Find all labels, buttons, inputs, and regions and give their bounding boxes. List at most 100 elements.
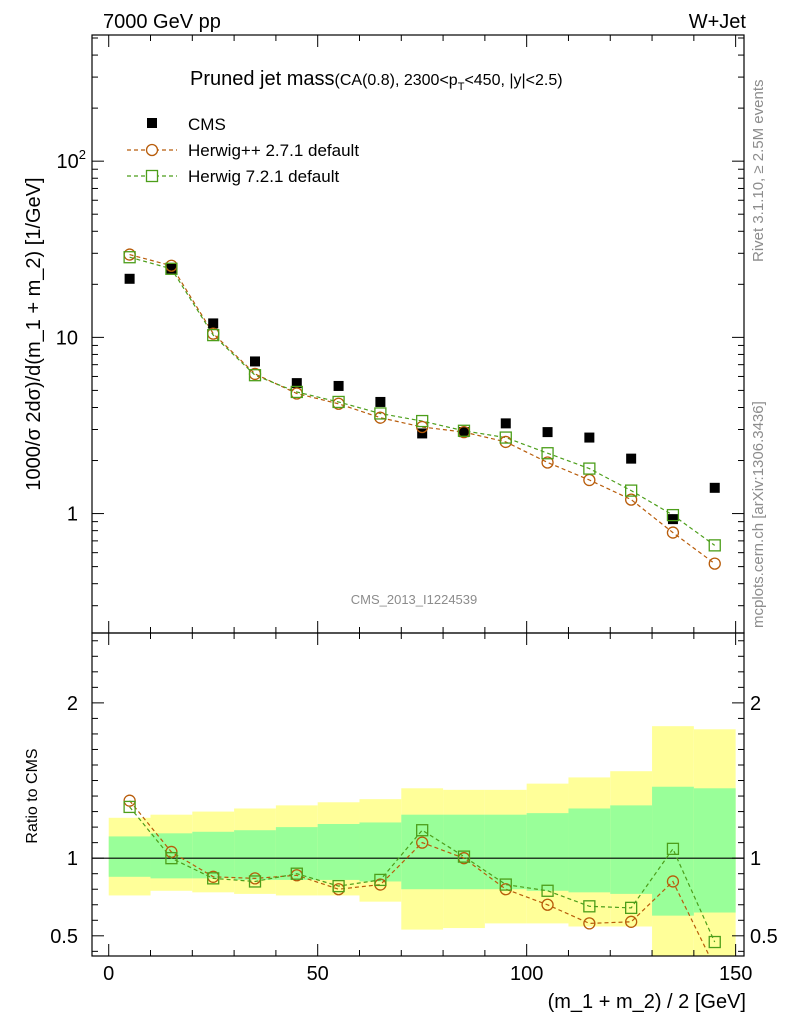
- main-point-herwig7-1: [165, 262, 178, 275]
- main-panel: Pruned jet mass(CA(0.8), 2300<pT<450, |y…: [23, 34, 745, 634]
- main-point-cms-11: [584, 432, 595, 443]
- mcplots-label: mcplots.cern.ch [arXiv:1306.3436]: [750, 401, 767, 628]
- ratio-line-herwigpp: [129, 800, 711, 956]
- main-point-herwig7-4: [290, 385, 303, 399]
- ratio-ytick-label-left: 0.5: [50, 926, 78, 948]
- ratio-point-herwigpp-10: [541, 898, 554, 911]
- ratio-point-herwigpp-11: [583, 917, 596, 930]
- main-point-herwig7-7: [416, 414, 429, 428]
- ratio-band-inner: [108, 836, 151, 877]
- ratio-bands-layer: [108, 726, 736, 956]
- rivet-version-label: Rivet 3.1.10, ≥ 2.5M events: [750, 80, 767, 263]
- ratio-point-herwig7-14: [708, 935, 721, 949]
- main-point-cms-10: [542, 427, 553, 438]
- ratio-point-herwigpp-7: [416, 836, 429, 849]
- main-point-herwig7-6: [374, 407, 387, 420]
- ratio-axes-layer: 0.5 0.5 1 1 2 2 0 50 100 150: [50, 632, 778, 985]
- header-left: 7000 GeV pp: [103, 11, 221, 33]
- main-point-cms-8: [458, 427, 469, 438]
- ratio-ytick-label-right: 2: [750, 693, 761, 715]
- main-ytick-label: 1: [67, 504, 78, 526]
- ratio-panel: 0.5 0.5 1 1 2 2 0 50 100 150 Ratio to CMS (m_1 + …: [24, 632, 778, 1013]
- main-point-herwigpp-12: [625, 493, 638, 506]
- ratio-point-herwigpp-0: [123, 794, 136, 807]
- ratio-frame: [91, 632, 745, 957]
- main-point-cms-6: [375, 396, 386, 407]
- main-ytick-label: 10: [56, 327, 78, 349]
- main-point-cms-3: [250, 356, 260, 367]
- ratio-band-inner: [359, 822, 402, 882]
- main-point-cms-13: [667, 514, 678, 525]
- ratio-band-inner: [401, 814, 444, 890]
- main-axes-layer: 1 10 102: [56, 34, 745, 634]
- main-point-herwig7-11: [583, 462, 596, 475]
- ratio-point-herwig7-9: [499, 878, 512, 891]
- main-point-cms-0: [124, 273, 135, 284]
- ratio-band-inner: [275, 827, 318, 880]
- ratio-point-herwigpp-12: [625, 915, 638, 928]
- ratio-data-layer: [92, 794, 744, 956]
- legend-item-cms: CMS: [147, 115, 226, 134]
- ratio-xtick-label: 100: [510, 963, 543, 985]
- header-right: W+Jet: [689, 11, 747, 33]
- ratio-ytick-label-left: 2: [67, 693, 78, 715]
- main-data-layer: [123, 248, 721, 570]
- main-ytick-label: 102: [57, 147, 86, 173]
- legend-item-herwigpp: Herwig++ 2.7.1 default: [127, 141, 359, 160]
- legend-label-herwig7: Herwig 7.2.1 default: [188, 167, 339, 186]
- ratio-band-inner: [693, 788, 736, 913]
- ratio-band-inner: [234, 830, 276, 880]
- main-point-herwigpp-14: [708, 557, 721, 570]
- ratio-band-inner: [568, 808, 611, 893]
- ratio-point-herwig7-1: [165, 852, 178, 865]
- ratio-xtick-label: 50: [307, 963, 329, 985]
- main-point-herwig7-10: [541, 447, 554, 460]
- main-point-cms-14: [709, 482, 720, 493]
- main-point-herwig7-5: [332, 395, 345, 409]
- ratio-band-inner: [526, 813, 569, 891]
- legend-label-herwigpp: Herwig++ 2.7.1 default: [188, 141, 359, 160]
- main-point-cms-9: [500, 418, 511, 429]
- ratio-y-axis-label: Ratio to CMS: [24, 748, 41, 843]
- ratio-point-herwig7-7: [416, 824, 429, 837]
- ratio-point-herwig7-12: [625, 901, 638, 915]
- ratio-point-herwig7-8: [457, 850, 471, 863]
- main-point-herwigpp-13: [666, 526, 680, 539]
- ratio-point-herwig7-11: [583, 900, 596, 913]
- ratio-ytick-label-left: 1: [67, 848, 78, 870]
- ratio-band-inner: [192, 831, 235, 879]
- ratio-point-herwig7-4: [290, 867, 303, 880]
- main-point-cms-5: [333, 380, 344, 391]
- ratio-point-herwig7-6: [374, 873, 387, 887]
- legend-marker-herwigpp: [145, 143, 159, 157]
- main-y-axis-label: 1000/σ 2dσ)/d(m_1 + m_2) [1/GeV]: [23, 177, 45, 490]
- ratio-band-inner: [317, 824, 360, 880]
- ratio-band-inner: [610, 805, 653, 894]
- main-point-herwigpp-10: [541, 456, 554, 469]
- main-point-cms-2: [208, 318, 219, 329]
- x-axis-label: (m_1 + m_2) / 2 [GeV]: [548, 991, 746, 1013]
- ratio-band-inner: [484, 814, 527, 890]
- main-point-herwig7-8: [457, 424, 471, 437]
- main-point-cms-12: [626, 453, 637, 464]
- ratio-point-herwig7-0: [123, 800, 136, 814]
- main-point-herwig7-3: [248, 369, 262, 382]
- ratio-ytick-label-right: 1: [750, 848, 761, 870]
- main-point-herwig7-9: [499, 431, 512, 444]
- legend-label-cms: CMS: [188, 115, 226, 134]
- ratio-point-herwig7-5: [332, 879, 345, 893]
- ratio-point-herwig7-3: [248, 875, 262, 888]
- legend-marker-herwig7: [145, 169, 159, 183]
- ratio-xtick-label: 150: [719, 963, 752, 985]
- ratio-point-herwig7-13: [666, 842, 680, 856]
- chart-title: Pruned jet mass(CA(0.8), 2300<pT<450, |y…: [190, 68, 563, 93]
- ratio-point-herwig7-10: [541, 884, 554, 897]
- main-point-cms-7: [417, 428, 428, 439]
- main-point-herwig7-14: [708, 539, 721, 552]
- analysis-id-label: CMS_2013_I1224539: [351, 592, 478, 607]
- ratio-line-herwig7: [129, 806, 716, 943]
- main-point-herwig7-0: [123, 251, 136, 264]
- main-point-herwig7-12: [625, 484, 638, 497]
- main-point-herwig7-13: [666, 508, 680, 522]
